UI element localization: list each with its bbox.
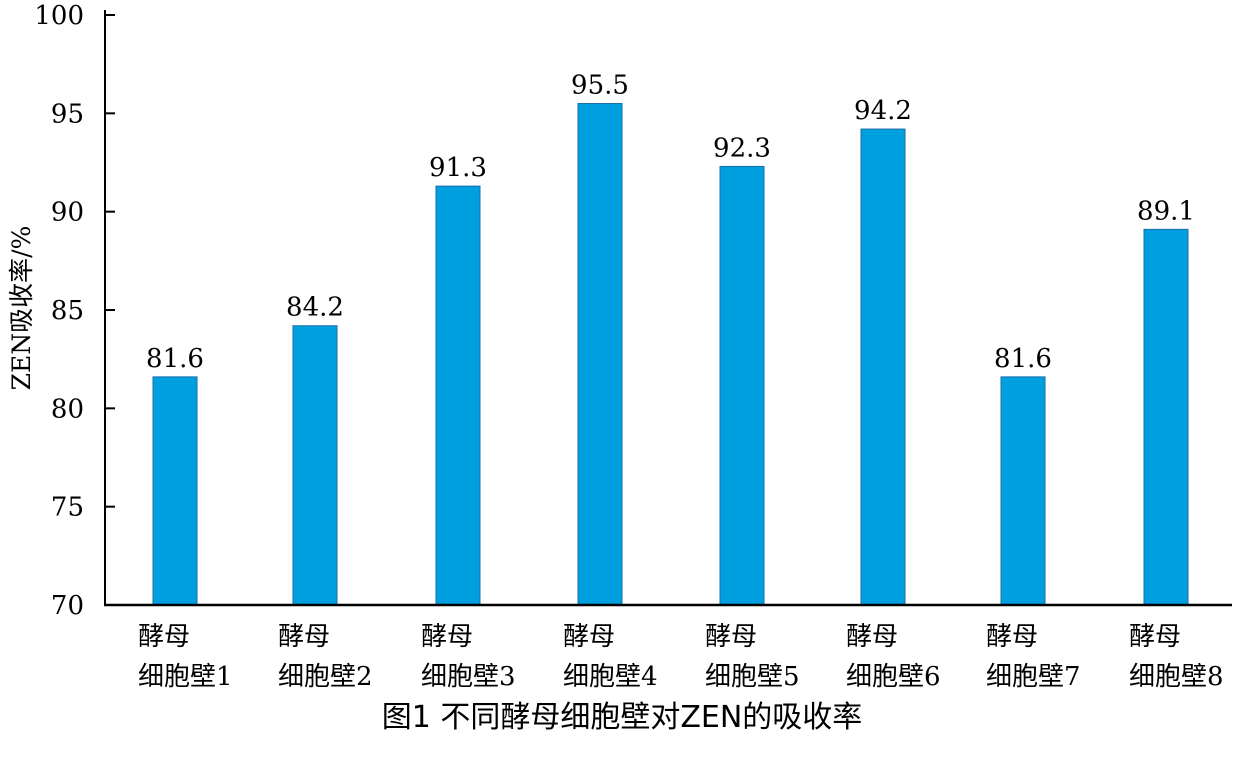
- bar: [435, 185, 481, 606]
- x-tick-label: 细胞壁2: [278, 662, 373, 690]
- bar: [1000, 376, 1046, 606]
- y-tick-label: 75: [51, 493, 84, 523]
- x-tick-label: 酵母: [278, 622, 330, 652]
- x-tick-label: 酵母: [421, 622, 473, 652]
- bar-value-label: 92.3: [713, 133, 771, 163]
- x-tick-label: 细胞壁5: [705, 662, 800, 690]
- bar: [1143, 228, 1189, 606]
- bar-value-label: 81.6: [146, 344, 204, 374]
- y-axis-label: ZEN吸收率/%: [7, 226, 36, 391]
- x-tick-label: 酵母: [705, 622, 757, 652]
- y-tick-label: 100: [34, 1, 84, 31]
- y-tick-label: 80: [51, 394, 84, 424]
- x-tick-label: 酵母: [846, 622, 898, 652]
- x-tick-label: 细胞壁1: [138, 662, 233, 690]
- bar-chart: 70 75 80 85 90 95 100 81.6 84.2 91.3 95.5 92.3 94.2…: [7, 1, 1232, 690]
- bar-value-labels: 81.6 84.2 91.3 95.5 92.3 94.2 81.6 89.1: [146, 71, 1195, 374]
- x-tick-label: 细胞壁4: [563, 662, 658, 690]
- y-axis-ticks: 70 75 80 85 90 95 100: [34, 1, 115, 621]
- bar: [719, 165, 765, 606]
- x-tick-label: 细胞壁8: [1129, 662, 1224, 690]
- figure-caption: 图1 不同酵母细胞壁对ZEN的吸收率: [381, 700, 863, 735]
- bar: [860, 128, 906, 606]
- bar-value-label: 91.3: [429, 153, 487, 183]
- x-tick-label: 酵母: [986, 622, 1038, 652]
- y-tick-label: 95: [51, 99, 84, 129]
- x-tick-label: 细胞壁3: [421, 662, 516, 690]
- y-tick-label: 90: [51, 198, 84, 228]
- bar: [577, 103, 623, 606]
- x-tick-label: 酵母: [1129, 622, 1181, 652]
- x-tick-label: 细胞壁6: [846, 662, 941, 690]
- bar: [292, 325, 338, 606]
- y-tick-label: 85: [51, 296, 84, 326]
- bar: [152, 376, 198, 606]
- bars: [152, 103, 1189, 606]
- x-tick-label: 酵母: [563, 622, 615, 652]
- y-tick-label: 70: [51, 591, 84, 621]
- bar-value-label: 95.5: [571, 71, 629, 101]
- x-tick-label: 细胞壁7: [986, 662, 1081, 690]
- bar-value-label: 94.2: [854, 96, 912, 126]
- bar-value-label: 81.6: [994, 344, 1052, 374]
- bar-value-label: 89.1: [1137, 196, 1195, 226]
- x-tick-label: 酵母: [138, 622, 190, 652]
- bar-value-label: 84.2: [286, 293, 344, 323]
